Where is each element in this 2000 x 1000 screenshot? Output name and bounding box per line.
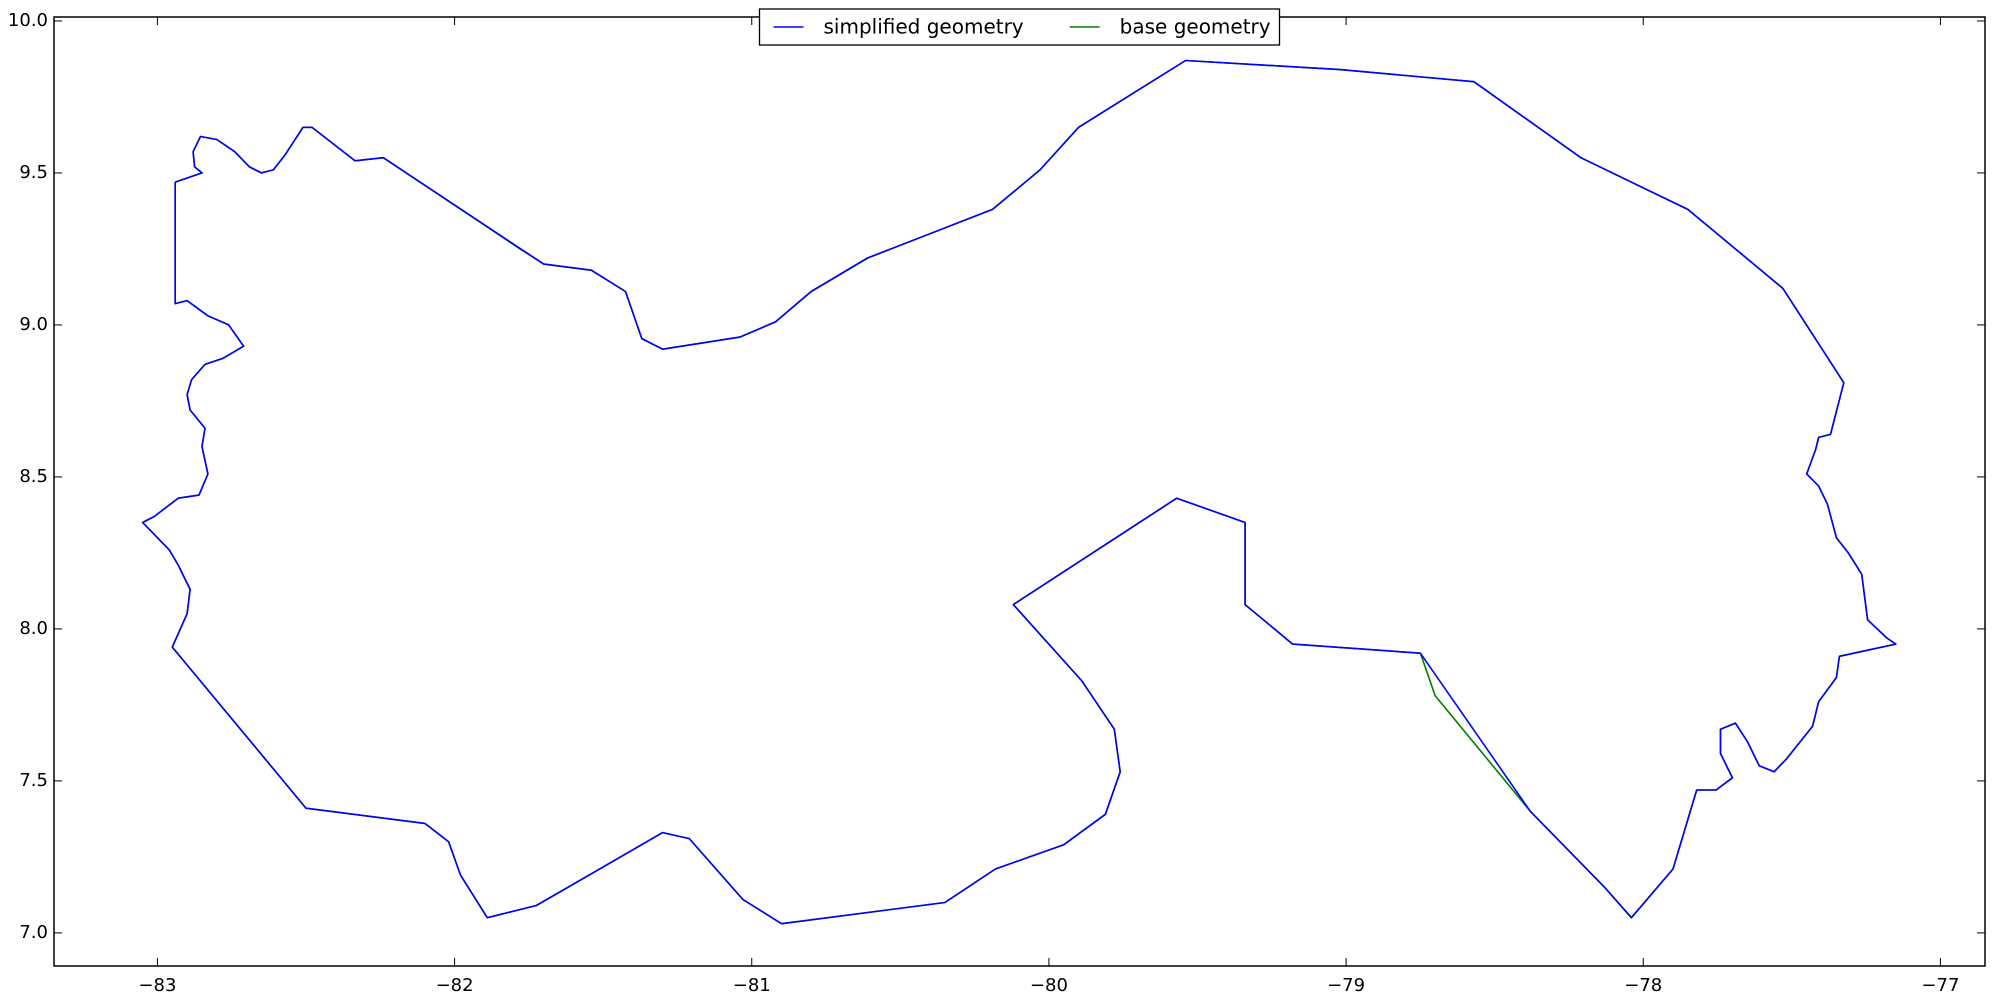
legend-box <box>758 8 1281 46</box>
y-tick-label: 8.0 <box>19 618 48 639</box>
x-tick-label: −77 <box>1921 975 1959 996</box>
y-tick-label: 7.5 <box>19 770 48 791</box>
y-tick-label: 10.0 <box>8 10 48 31</box>
x-tick-label: −83 <box>138 975 176 996</box>
x-tick-label: −79 <box>1327 975 1365 996</box>
y-tick-label: 7.0 <box>19 922 48 943</box>
x-tick-label: −82 <box>436 975 474 996</box>
plot-frame <box>53 16 1986 967</box>
y-tick-label: 9.0 <box>19 314 48 335</box>
x-tick-label: −80 <box>1030 975 1068 996</box>
legend-label: base geometry <box>1120 15 1271 39</box>
series-line <box>141 59 1897 925</box>
x-tick-label: −78 <box>1624 975 1662 996</box>
legend-label: simplified geometry <box>824 15 1024 39</box>
y-tick-label: 8.5 <box>19 466 48 487</box>
x-tick-label: −81 <box>733 975 771 996</box>
legend: simplified geometry base geometry <box>758 8 1281 46</box>
y-tick-label: 9.5 <box>19 162 48 183</box>
